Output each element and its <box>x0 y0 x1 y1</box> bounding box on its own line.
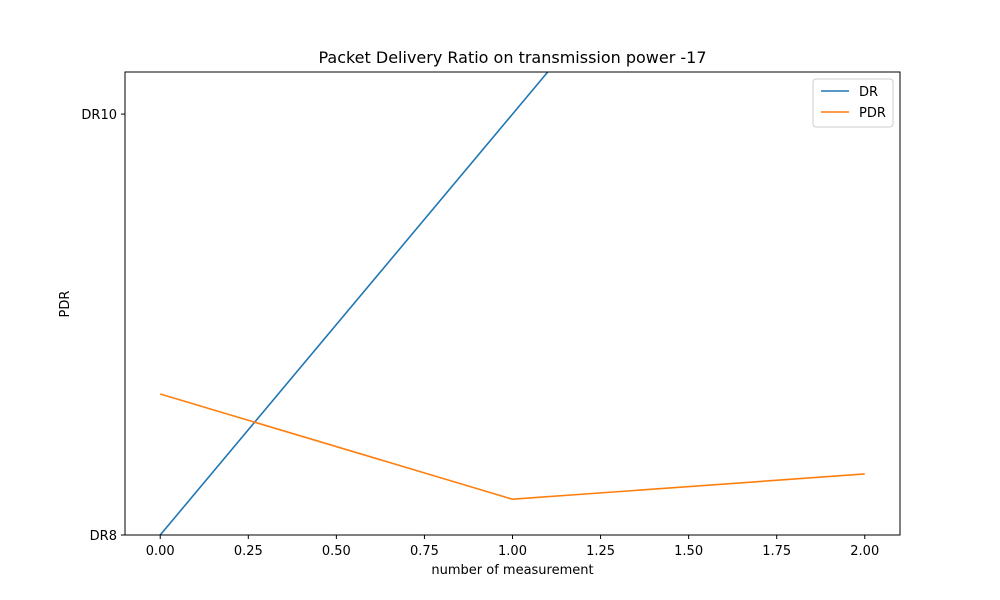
x-tick-label: 1.50 <box>674 544 703 559</box>
series-line-pdr <box>160 393 865 501</box>
y-tick-label: DR10 <box>81 108 117 123</box>
plot-area-frame <box>124 71 901 536</box>
chart-title: Packet Delivery Ratio on transmission po… <box>318 48 706 67</box>
x-axis-ticks: 0.00 0.25 0.50 0.75 1.00 1.25 1.50 1.75 2.00 <box>146 535 879 559</box>
x-tick-label: 1.00 <box>498 544 527 559</box>
series-lines <box>159 72 865 535</box>
legend-label-dr: DR <box>859 85 878 100</box>
y-tick-label: DR8 <box>90 529 117 544</box>
legend: DR PDR <box>812 78 894 128</box>
series-line-dr <box>159 72 549 535</box>
x-tick-label: 0.25 <box>234 544 263 559</box>
legend-label-pdr: PDR <box>859 106 886 121</box>
x-tick-label: 2.00 <box>850 544 879 559</box>
x-tick-label: 1.75 <box>762 544 791 559</box>
x-tick-label: 1.25 <box>586 544 615 559</box>
x-tick-label: 0.00 <box>146 544 175 559</box>
y-axis-ticks: DR8 DR10 <box>81 108 125 544</box>
x-tick-label: 0.50 <box>322 544 351 559</box>
x-axis-label: number of measurement <box>431 563 593 578</box>
x-tick-label: 0.75 <box>410 544 439 559</box>
y-axis-label: PDR <box>58 291 73 318</box>
